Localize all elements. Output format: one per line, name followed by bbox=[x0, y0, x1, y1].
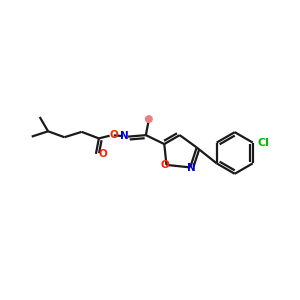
Text: O: O bbox=[110, 130, 118, 140]
Circle shape bbox=[146, 116, 152, 122]
Text: O: O bbox=[161, 160, 170, 170]
Text: O: O bbox=[99, 149, 108, 159]
Text: N: N bbox=[187, 163, 196, 173]
Text: N: N bbox=[120, 131, 128, 141]
Text: Cl: Cl bbox=[257, 138, 269, 148]
